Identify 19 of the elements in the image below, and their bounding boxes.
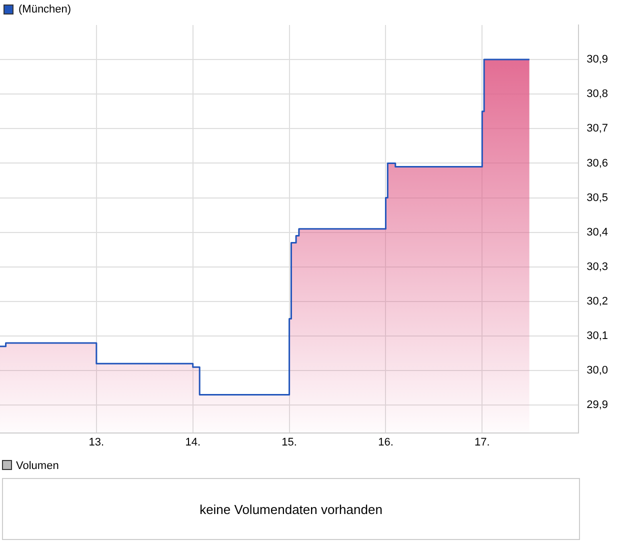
- y-tick-label: 30,4: [586, 226, 608, 238]
- x-tick-label: 13.: [88, 436, 104, 448]
- y-tick-label: 30,2: [586, 296, 608, 308]
- y-tick-label: 30,5: [586, 192, 608, 204]
- x-tick-label: 14.: [185, 436, 201, 448]
- y-tick-label: 30,6: [586, 157, 608, 170]
- y-tick-label: 30,9: [586, 54, 608, 66]
- text: keine Volumendaten vorhanden: [200, 502, 382, 516]
- x-tick-label: 16.: [378, 436, 394, 448]
- x-tick-label: 17.: [474, 436, 490, 448]
- y-tick-label: 30,7: [586, 122, 608, 135]
- text: Volumen: [16, 460, 59, 472]
- y-tick-label: 30,3: [586, 260, 608, 273]
- legend-label: (München): [18, 4, 72, 16]
- y-tick-label: 30,1: [586, 330, 608, 342]
- y-tick-label: 29,9: [586, 399, 608, 412]
- y-tick-label: 30,0: [586, 364, 608, 377]
- y-tick-label: 30,8: [586, 88, 608, 100]
- x-tick-label: 15.: [282, 436, 297, 448]
